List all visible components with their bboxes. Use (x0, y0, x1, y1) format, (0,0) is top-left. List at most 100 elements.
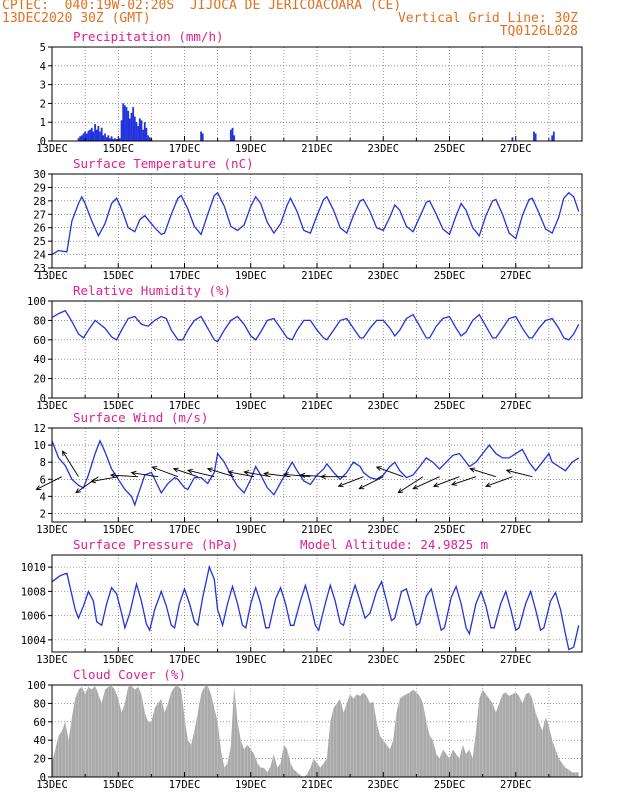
wind-arrow-shaft (451, 476, 477, 486)
wind-arrow-head (61, 450, 67, 457)
x-tick-label: 25DEC (434, 779, 466, 791)
y-tick-label: 0 (40, 393, 46, 405)
y-tick-label: 26 (33, 223, 46, 235)
x-tick-label: 25DEC (434, 270, 466, 282)
wind-arrow-shaft (376, 466, 404, 478)
cloud-cover-title: Cloud Cover (%) (73, 667, 186, 682)
wind-arrow-head (151, 466, 158, 472)
wind-arrow-head (263, 471, 269, 477)
y-tick-label: 60 (33, 335, 46, 347)
wind-arrow-shaft (152, 466, 179, 478)
x-tick-label: 27DEC (500, 524, 532, 536)
precipitation-bar (120, 120, 123, 141)
wind-arrow-head (75, 488, 81, 494)
wind-arrow-head (206, 467, 213, 473)
precipitation-bar (85, 133, 88, 141)
y-tick-label: 20 (33, 754, 46, 766)
wind-arrow-shaft (485, 476, 513, 487)
temperature-frame (51, 173, 583, 269)
x-tick-label: 13DEC (36, 654, 68, 666)
precipitation-bar (229, 129, 232, 141)
temperature-panel (48, 173, 583, 269)
wind-arrow-head (282, 472, 289, 478)
wind-arrow-head (35, 485, 42, 490)
wind-arrow-head (186, 468, 193, 474)
precipitation-bar (112, 139, 115, 141)
x-tick-label: 19DEC (235, 270, 267, 282)
x-tick-label: 21DEC (301, 270, 333, 282)
precipitation-bar (125, 107, 128, 141)
wind-arrow-head (412, 484, 419, 490)
precipitation-bar (110, 136, 113, 141)
y-tick-label: 4 (40, 491, 46, 503)
wind-arrow-head (375, 466, 382, 472)
x-tick-label: 27DEC (500, 400, 532, 412)
x-tick-label: 17DEC (169, 143, 201, 155)
precipitation-bar (77, 138, 80, 141)
x-tick-label: 19DEC (235, 400, 267, 412)
wind-arrow-head (320, 474, 326, 480)
wind-arrow-shaft (244, 471, 271, 478)
x-tick-label: 21DEC (301, 524, 333, 536)
humidity-panel (48, 300, 583, 399)
wind-arrow-shaft (264, 473, 291, 478)
y-tick-label: 80 (33, 315, 46, 327)
y-tick-label: 5 (40, 42, 46, 54)
wind-arrow-head (109, 472, 116, 478)
wind-arrow-shaft (62, 450, 79, 477)
precipitation-bar (123, 105, 126, 141)
y-tick-label: 40 (33, 354, 46, 366)
x-tick-label: 19DEC (235, 779, 267, 791)
y-tick-label: 30 (33, 169, 46, 181)
x-tick-label: 17DEC (169, 400, 201, 412)
precipitation-bar (80, 135, 83, 141)
header-station-line: CPTEC: 040:19W-02:20S JIJOCA DE JERICOAC… (2, 0, 402, 13)
x-tick-label: 23DEC (367, 654, 399, 666)
x-tick-label: 25DEC (434, 654, 466, 666)
wind-arrow-head (397, 488, 404, 494)
precipitation-bar (511, 137, 514, 141)
precipitation-bar (200, 131, 202, 141)
wind-arrow-head (469, 467, 476, 473)
y-tick-label: 2 (40, 508, 46, 520)
wind-arrow-head (505, 468, 512, 474)
wind-arrow-shaft (36, 476, 63, 490)
wind-arrow-shaft (506, 469, 533, 478)
x-tick-label: 17DEC (169, 654, 201, 666)
y-tick-label: 8 (40, 457, 46, 469)
x-tick-label: 15DEC (102, 400, 134, 412)
x-tick-label: 13DEC (36, 143, 68, 155)
wind-arrow-shaft (173, 468, 198, 478)
y-tick-label: 100 (27, 296, 46, 308)
x-tick-label: 23DEC (367, 270, 399, 282)
x-tick-label: 27DEC (500, 654, 532, 666)
precipitation-bar (87, 130, 90, 141)
y-tick-label: 80 (33, 698, 46, 710)
precipitation-bar (100, 127, 103, 141)
y-tick-label: 6 (40, 474, 46, 486)
precipitation-bar (231, 127, 234, 141)
x-tick-label: 27DEC (500, 143, 532, 155)
cloud-cover-panel (48, 684, 583, 778)
x-tick-label: 17DEC (169, 779, 201, 791)
precipitation-bar (99, 131, 101, 141)
wind-arrow-head (243, 470, 250, 476)
y-tick-label: 12 (33, 423, 46, 435)
precipitation-bar (130, 112, 133, 141)
x-tick-label: 27DEC (500, 779, 532, 791)
precipitation-title: Precipitation (mm/h) (73, 29, 224, 44)
y-tick-label: 1010 (21, 562, 46, 574)
precipitation-bar (119, 138, 121, 141)
humidity-title: Relative Humidity (%) (73, 283, 231, 298)
x-tick-label: 21DEC (301, 400, 333, 412)
wind-arrow-head (90, 478, 96, 484)
x-tick-label: 23DEC (367, 143, 399, 155)
wind-title: Surface Wind (m/s) (73, 410, 208, 425)
header-grid-line-note: Vertical Grid Line: 30Z (397, 11, 578, 26)
precipitation-bar (534, 133, 537, 141)
y-tick-label: 1 (40, 117, 46, 129)
wind-arrow-shaft (187, 469, 215, 478)
wind-arrow-head (432, 482, 439, 488)
wind-arrow-head (485, 482, 492, 488)
